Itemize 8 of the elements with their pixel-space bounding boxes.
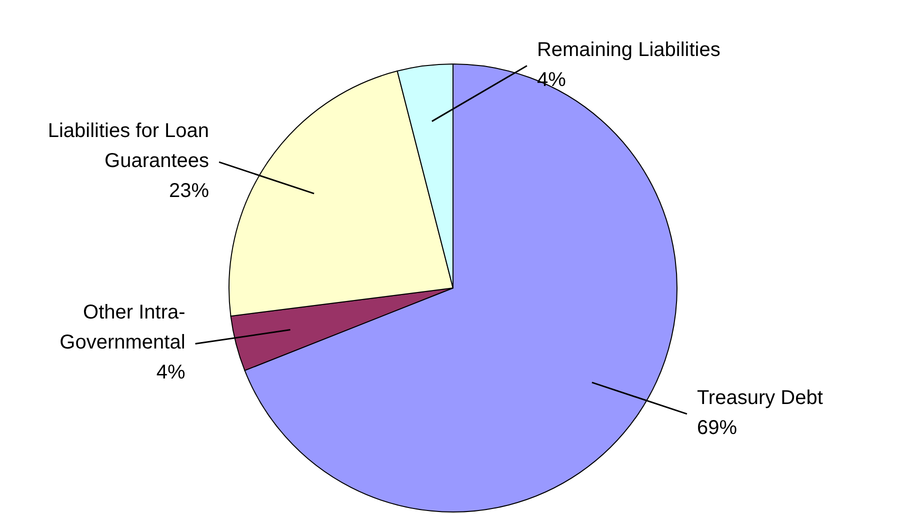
- data-label: 4%: [536, 68, 566, 91]
- slice-label: Treasury Debt: [696, 386, 824, 409]
- data-label: 69%: [696, 416, 738, 439]
- data-label: 4%: [156, 362, 186, 384]
- slice-label: Remaining Liabilities: [536, 38, 720, 61]
- slice-label: Liabilities for Loan Guarantees: [48, 120, 210, 172]
- slice-label: Other Intra-Governmental: [60, 302, 186, 354]
- data-label: 23%: [169, 180, 210, 202]
